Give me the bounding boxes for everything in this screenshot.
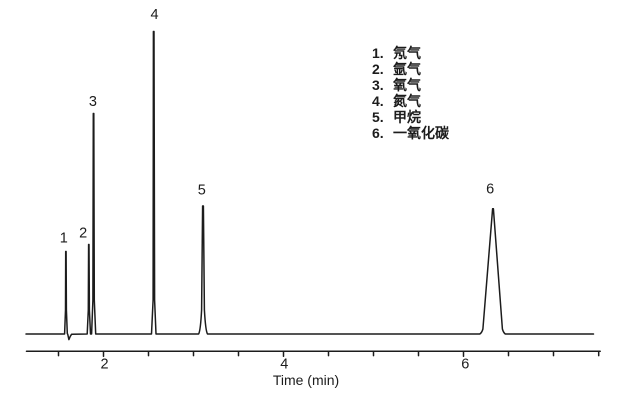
svg-text:3: 3	[89, 94, 97, 110]
svg-text:6: 6	[486, 181, 494, 197]
svg-text:4: 4	[280, 357, 288, 373]
svg-text:2: 2	[79, 226, 87, 242]
svg-text:6: 6	[461, 357, 469, 373]
svg-text:5: 5	[198, 183, 206, 199]
svg-text:1: 1	[60, 231, 68, 247]
svg-text:Time (min): Time (min)	[273, 372, 339, 388]
svg-text:4: 4	[150, 7, 158, 23]
svg-text:2: 2	[100, 357, 108, 373]
